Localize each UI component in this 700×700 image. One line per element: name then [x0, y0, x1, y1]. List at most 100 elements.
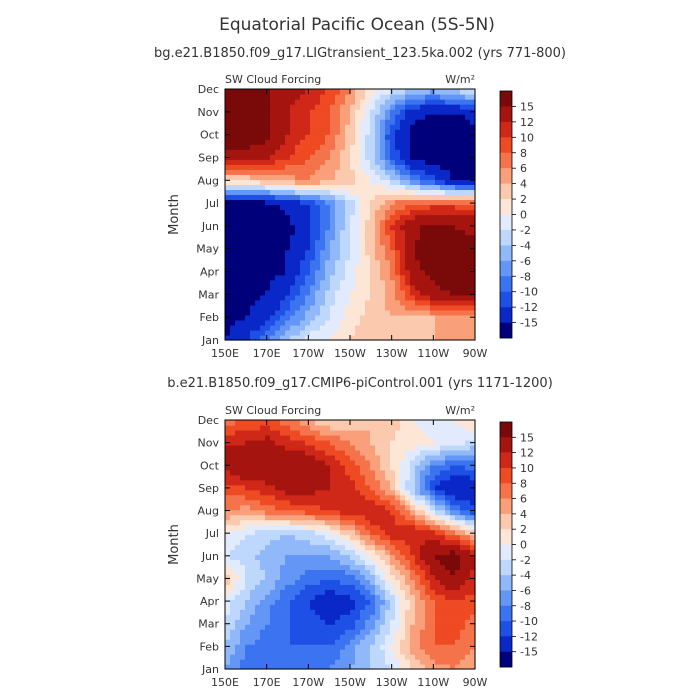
heatmap-cell	[410, 184, 416, 190]
heatmap-cell	[405, 464, 411, 471]
heatmap-cell	[225, 134, 231, 140]
heatmap-cell	[355, 104, 361, 110]
heatmap-cell	[355, 444, 361, 451]
heatmap-cell	[305, 289, 311, 296]
heatmap-cell	[375, 529, 381, 536]
heatmap-cell	[235, 444, 241, 451]
heatmap-cell	[250, 304, 256, 311]
heatmap-cell	[300, 129, 306, 135]
heatmap-cell	[285, 514, 291, 521]
heatmap-cell	[390, 574, 396, 580]
heatmap-cell	[300, 329, 306, 336]
heatmap-cell	[295, 484, 301, 491]
colorbar-swatch	[500, 137, 512, 154]
heatmap-cell	[390, 589, 396, 595]
heatmap-cell	[470, 614, 476, 620]
heatmap-cell	[255, 569, 261, 575]
heatmap-cell	[260, 289, 266, 296]
heatmap-cell	[430, 199, 436, 206]
heatmap-cell	[300, 509, 306, 516]
heatmap-cell	[235, 154, 241, 160]
heatmap-cell	[295, 499, 301, 506]
heatmap-cell	[255, 334, 261, 341]
heatmap-cell	[240, 184, 246, 190]
heatmap-cell	[255, 644, 261, 650]
heatmap-cell	[405, 519, 411, 526]
heatmap-cell	[350, 274, 356, 281]
heatmap-cell	[320, 539, 326, 546]
heatmap-cell	[465, 209, 471, 216]
x-tick-label: 170W	[292, 347, 324, 360]
heatmap-cell	[370, 444, 376, 451]
heatmap-cell	[295, 199, 301, 206]
heatmap-cell	[375, 164, 381, 170]
heatmap-cell	[450, 509, 456, 516]
heatmap-cell	[435, 569, 441, 575]
heatmap-cell	[275, 204, 281, 211]
heatmap-cell	[375, 89, 381, 95]
heatmap-cell	[280, 179, 286, 185]
heatmap-cell	[285, 589, 291, 595]
heatmap-cell	[390, 304, 396, 311]
heatmap-cell	[450, 264, 456, 271]
heatmap-cell	[275, 549, 281, 556]
heatmap-cell	[350, 104, 356, 110]
heatmap-cell	[235, 334, 241, 341]
heatmap-cell	[440, 449, 446, 456]
heatmap-cell	[345, 489, 351, 496]
heatmap-cell	[255, 464, 261, 471]
heatmap-cell	[385, 154, 391, 160]
heatmap-cell	[230, 289, 236, 296]
heatmap-cell	[375, 494, 381, 501]
heatmap-cell	[445, 454, 451, 461]
heatmap-cell	[290, 179, 296, 185]
heatmap-cell	[245, 249, 251, 256]
heatmap-cell	[310, 459, 316, 466]
heatmap-cell	[245, 549, 251, 556]
heatmap-cell	[370, 209, 376, 216]
heatmap-cell	[400, 159, 406, 165]
heatmap-cell	[365, 169, 371, 175]
heatmap-cell	[380, 564, 386, 570]
heatmap-cell	[230, 294, 236, 301]
heatmap-cell	[375, 144, 381, 150]
heatmap-cell	[375, 274, 381, 281]
heatmap-cell	[375, 254, 381, 261]
heatmap-cell	[395, 549, 401, 556]
heatmap-cell	[430, 449, 436, 456]
heatmap-cell	[240, 94, 246, 100]
heatmap-cell	[365, 454, 371, 461]
heatmap-cell	[420, 164, 426, 170]
heatmap-cell	[275, 654, 281, 660]
heatmap-cell	[385, 224, 391, 231]
heatmap-cell	[240, 619, 246, 625]
heatmap-cell	[425, 484, 431, 491]
heatmap-cell	[455, 304, 461, 311]
heatmap-cell	[385, 479, 391, 486]
heatmap-cell	[405, 239, 411, 246]
heatmap-cell	[440, 164, 446, 170]
heatmap-cell	[365, 429, 371, 436]
heatmap-cell	[465, 479, 471, 486]
heatmap-cell	[305, 119, 311, 125]
heatmap-cell	[285, 169, 291, 175]
heatmap-cell	[225, 654, 231, 660]
heatmap-cell	[270, 664, 276, 670]
heatmap-cell	[470, 334, 476, 341]
heatmap-cell	[240, 479, 246, 486]
heatmap-cell	[415, 129, 421, 135]
heatmap-cell	[465, 599, 471, 605]
heatmap-cell	[385, 184, 391, 190]
heatmap-cell	[305, 219, 311, 226]
heatmap-cell	[270, 274, 276, 281]
heatmap-cell	[430, 264, 436, 271]
heatmap-cell	[435, 319, 441, 326]
heatmap-cell	[290, 514, 296, 521]
heatmap-cell	[240, 289, 246, 296]
heatmap-cell	[240, 449, 246, 456]
heatmap-cell	[340, 184, 346, 190]
heatmap-cell	[410, 454, 416, 461]
heatmap-cell	[395, 624, 401, 630]
heatmap-cell	[330, 204, 336, 211]
heatmap-cell	[265, 544, 271, 551]
